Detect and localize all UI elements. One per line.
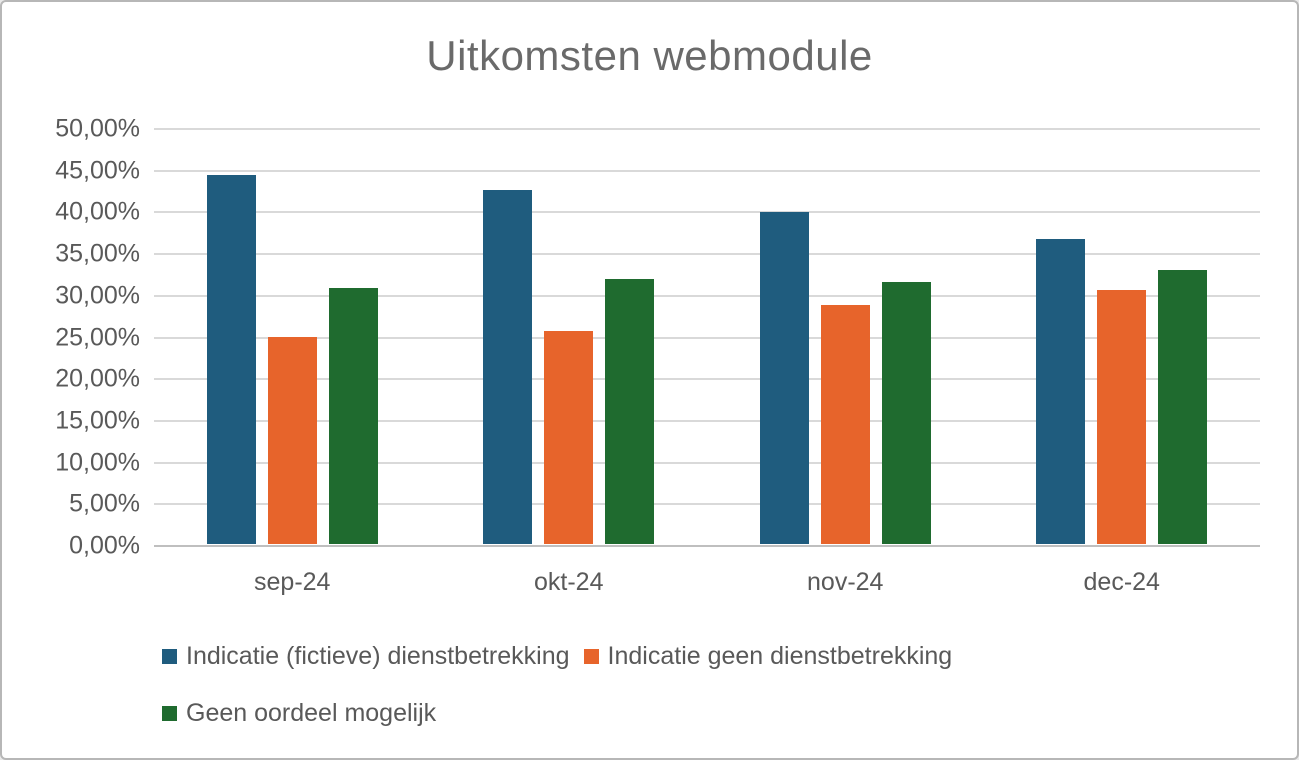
gridline — [154, 378, 1260, 381]
bar — [544, 331, 594, 544]
bar-group-sep-24 — [154, 127, 431, 544]
gridline — [154, 461, 1260, 464]
legend-swatch-icon — [162, 649, 177, 664]
gridline — [154, 336, 1260, 339]
gridline — [154, 419, 1260, 422]
y-tick-label: 10,00% — [55, 448, 140, 477]
y-tick-label: 15,00% — [55, 406, 140, 435]
bar-group-dec-24 — [984, 127, 1261, 544]
x-tick-label: dec-24 — [1083, 568, 1160, 596]
y-axis-labels: 0,00% 5,00% 10,00% 15,00% 20,00% 25,00% 30,00%… — [2, 115, 140, 560]
gridline — [154, 211, 1260, 214]
gridline — [154, 503, 1260, 506]
legend-item: Indicatie (fictieve) dienstbetrekking — [162, 642, 570, 671]
bar — [206, 175, 256, 544]
x-tick-label: sep-24 — [254, 568, 331, 596]
legend-label: Indicatie geen dienstbetrekking — [607, 642, 953, 670]
legend-swatch-icon — [583, 649, 599, 664]
gridline — [154, 294, 1260, 297]
bar — [820, 305, 870, 544]
legend-label: Indicatie (fictieve) dienstbetrekking — [186, 642, 570, 670]
gridline — [154, 169, 1260, 172]
bar-group-okt-24 — [431, 127, 708, 544]
bar — [759, 212, 809, 544]
x-tick-label: okt-24 — [534, 568, 604, 596]
y-tick-label: 25,00% — [55, 323, 140, 351]
x-axis-labels: sep-24 okt-24 nov-24 dec-24 — [154, 568, 1260, 597]
y-tick-label: 35,00% — [55, 239, 140, 268]
legend-row: Indicatie (fictieve) dienstbetrekking Ind… — [162, 642, 1262, 671]
y-tick-label: 20,00% — [55, 364, 140, 393]
y-tick-label: 50,00% — [55, 114, 140, 143]
legend-item: Indicatie geen dienstbetrekking — [583, 642, 953, 671]
y-tick-label: 30,00% — [55, 281, 140, 310]
bar-group-nov-24 — [707, 127, 984, 544]
bar — [1158, 270, 1208, 544]
bar — [1097, 290, 1147, 544]
bar — [267, 337, 317, 544]
legend: Indicatie (fictieve) dienstbetrekking Ind… — [162, 642, 1262, 756]
bar — [605, 278, 655, 544]
bar — [328, 287, 378, 544]
legend-row: Geen oordeel mogelijk — [162, 699, 1262, 728]
y-tick-label: 40,00% — [55, 197, 140, 226]
x-axis-line — [154, 545, 1260, 547]
bar — [1036, 238, 1086, 544]
legend-swatch-icon — [162, 706, 177, 721]
plot-area — [154, 127, 1261, 547]
x-tick-label: nov-24 — [807, 568, 884, 596]
gridline — [154, 128, 1260, 130]
legend-item: Geen oordeel mogelijk — [162, 699, 436, 728]
bar — [483, 189, 533, 544]
y-tick-label: 45,00% — [55, 156, 140, 185]
bar — [881, 282, 931, 544]
y-tick-label: 5,00% — [69, 489, 140, 518]
y-tick-label: 0,00% — [69, 531, 140, 560]
legend-label: Geen oordeel mogelijk — [186, 699, 437, 727]
gridline — [154, 253, 1260, 256]
chart-title: Uitkomsten webmodule — [426, 32, 873, 79]
